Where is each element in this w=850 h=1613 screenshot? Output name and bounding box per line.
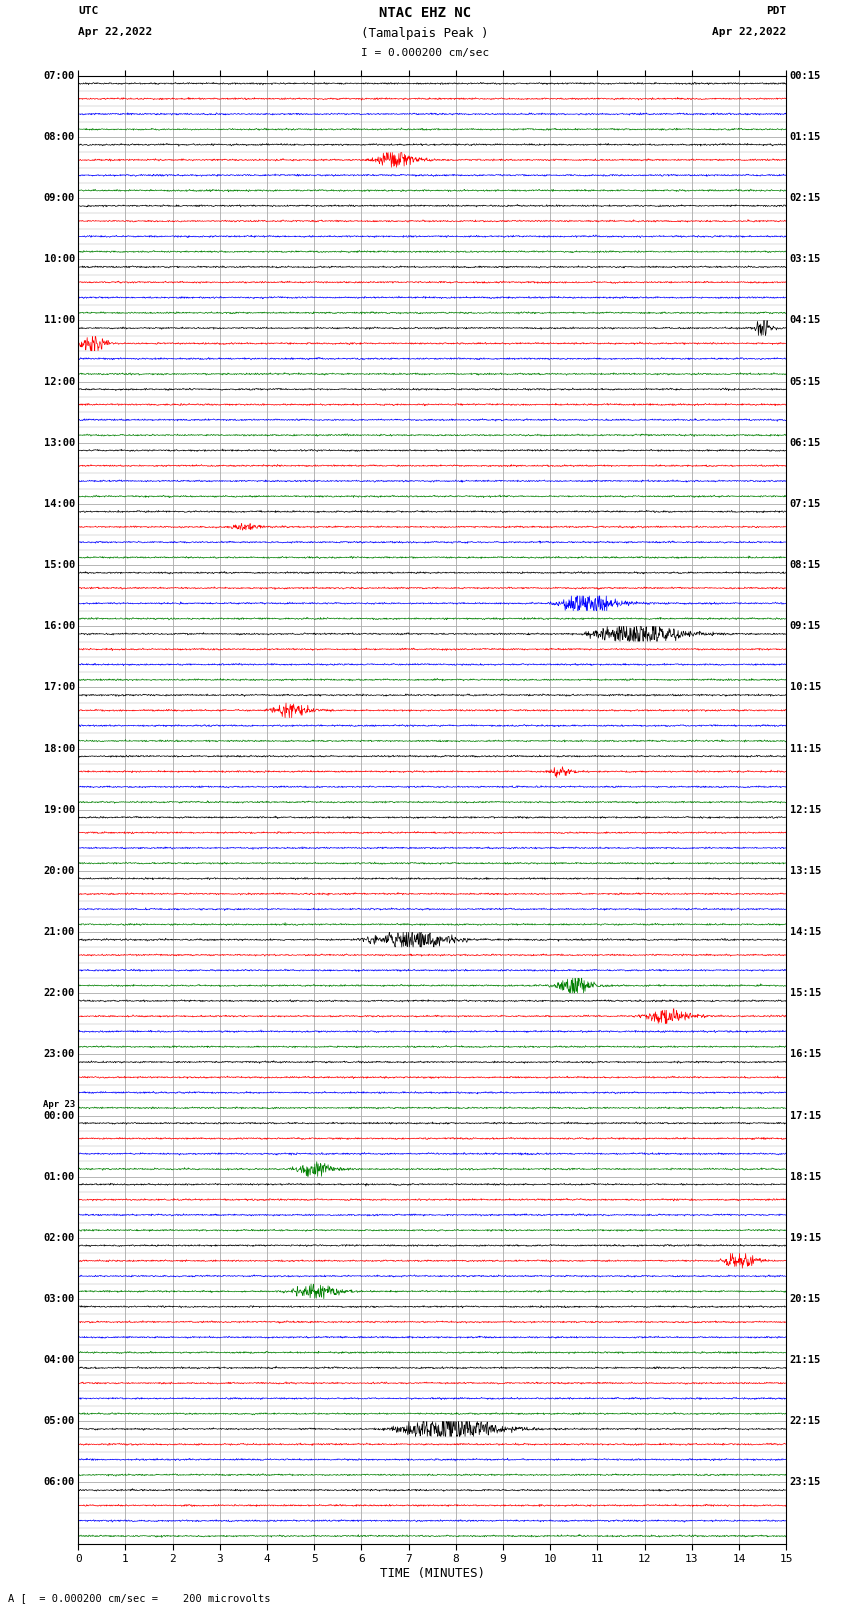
Text: 06:15: 06:15 [790,437,821,448]
Text: 16:00: 16:00 [43,621,75,631]
Text: 23:00: 23:00 [43,1050,75,1060]
Text: 07:15: 07:15 [790,498,821,510]
Text: 15:15: 15:15 [790,989,821,998]
Text: Apr 22,2022: Apr 22,2022 [712,27,786,37]
Text: 01:00: 01:00 [43,1171,75,1182]
Text: UTC: UTC [78,6,99,16]
Text: 03:00: 03:00 [43,1294,75,1303]
Text: PDT: PDT [766,6,786,16]
Text: 13:00: 13:00 [43,437,75,448]
Text: 06:00: 06:00 [43,1478,75,1487]
Text: 20:00: 20:00 [43,866,75,876]
Text: 07:00: 07:00 [43,71,75,81]
Text: 21:15: 21:15 [790,1355,821,1365]
Text: 11:00: 11:00 [43,316,75,326]
Text: (Tamalpais Peak ): (Tamalpais Peak ) [361,27,489,40]
Text: 08:15: 08:15 [790,560,821,569]
Text: 15:00: 15:00 [43,560,75,569]
Text: Apr 23: Apr 23 [42,1100,75,1110]
Text: 04:00: 04:00 [43,1355,75,1365]
Text: 09:15: 09:15 [790,621,821,631]
Text: 00:00: 00:00 [43,1110,75,1121]
Text: 23:15: 23:15 [790,1478,821,1487]
Text: 13:15: 13:15 [790,866,821,876]
Text: 18:15: 18:15 [790,1171,821,1182]
Text: 16:15: 16:15 [790,1050,821,1060]
Text: 05:15: 05:15 [790,376,821,387]
Text: 14:00: 14:00 [43,498,75,510]
Text: I = 0.000200 cm/sec: I = 0.000200 cm/sec [361,48,489,58]
Text: 01:15: 01:15 [790,132,821,142]
Text: 19:00: 19:00 [43,805,75,815]
Text: 10:00: 10:00 [43,255,75,265]
Text: 12:15: 12:15 [790,805,821,815]
Text: 09:00: 09:00 [43,194,75,203]
Text: 05:00: 05:00 [43,1416,75,1426]
Text: 11:15: 11:15 [790,744,821,753]
Text: Apr 22,2022: Apr 22,2022 [78,27,152,37]
Text: 17:15: 17:15 [790,1110,821,1121]
Text: 08:00: 08:00 [43,132,75,142]
Text: 22:15: 22:15 [790,1416,821,1426]
X-axis label: TIME (MINUTES): TIME (MINUTES) [380,1566,484,1579]
Text: A [  = 0.000200 cm/sec =    200 microvolts: A [ = 0.000200 cm/sec = 200 microvolts [8,1594,271,1603]
Text: 17:00: 17:00 [43,682,75,692]
Text: 14:15: 14:15 [790,927,821,937]
Text: NTAC EHZ NC: NTAC EHZ NC [379,6,471,21]
Text: 19:15: 19:15 [790,1232,821,1244]
Text: 03:15: 03:15 [790,255,821,265]
Text: 02:00: 02:00 [43,1232,75,1244]
Text: 02:15: 02:15 [790,194,821,203]
Text: 21:00: 21:00 [43,927,75,937]
Text: 10:15: 10:15 [790,682,821,692]
Text: 22:00: 22:00 [43,989,75,998]
Text: 18:00: 18:00 [43,744,75,753]
Text: 00:15: 00:15 [790,71,821,81]
Text: 20:15: 20:15 [790,1294,821,1303]
Text: 04:15: 04:15 [790,316,821,326]
Text: 12:00: 12:00 [43,376,75,387]
